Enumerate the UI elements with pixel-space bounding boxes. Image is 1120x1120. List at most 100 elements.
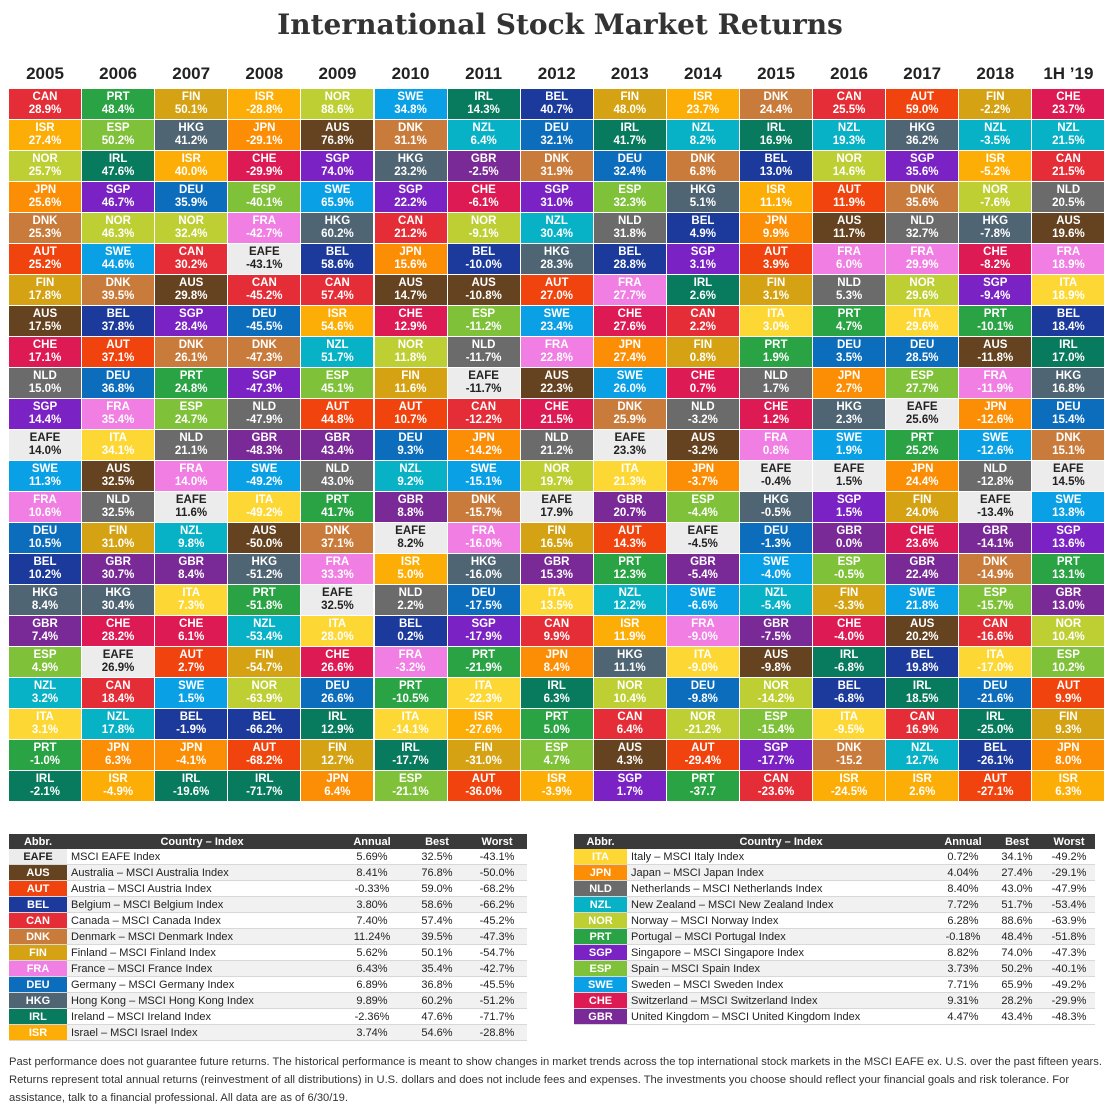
cell-country-code: DNK xyxy=(763,91,789,103)
cell-country-code: DEU xyxy=(544,122,569,134)
cell-return-value: 25.3% xyxy=(28,228,62,240)
cell-return-value: 18.9% xyxy=(1052,290,1085,302)
cell-country-code: GBR xyxy=(251,432,278,444)
return-cell: EAFE -0.4% xyxy=(740,461,812,491)
return-cell: AUT 44.8% xyxy=(301,399,374,429)
cell-country-code: SGP xyxy=(910,153,935,165)
return-cell: NOR 88.6% xyxy=(301,89,374,119)
cell-country-code: ESP xyxy=(325,370,349,382)
cell-return-value: 40.0% xyxy=(174,166,208,178)
return-cell: DEU 28.5% xyxy=(886,337,959,367)
cell-country-code: PRT xyxy=(691,773,715,785)
return-cell: FRA -11.9% xyxy=(959,368,1032,398)
return-cell: HKG 16.8% xyxy=(1032,368,1105,398)
return-cell: NZL 21.5% xyxy=(1032,120,1105,150)
cell-return-value: 32.4% xyxy=(613,166,647,178)
return-cell: DEU -9.8% xyxy=(666,678,739,708)
cell-return-value: 26.9% xyxy=(101,662,135,674)
legend-country: Hong Kong – MSCI Hong Kong Index xyxy=(67,992,337,1009)
cell-country-code: PRT xyxy=(33,742,57,754)
return-cell: SWE 21.8% xyxy=(886,585,959,615)
cell-country-code: NOR xyxy=(1055,618,1082,630)
cell-return-value: 23.4% xyxy=(540,321,573,333)
return-cell: ISR 2.6% xyxy=(886,771,959,801)
legend-best: 48.4% xyxy=(991,928,1043,945)
return-cell: CHE 21.5% xyxy=(520,399,593,429)
cell-country-code: NLD xyxy=(837,277,861,289)
return-cell: FIN 11.6% xyxy=(374,368,447,398)
year-label: 2015 xyxy=(757,64,795,83)
return-cell: NLD 32.7% xyxy=(886,213,959,243)
cell-return-value: 21.5% xyxy=(1052,135,1085,147)
cell-country-code: AUS xyxy=(325,122,350,134)
return-cell: NLD 20.5% xyxy=(1032,182,1105,212)
cell-country-code: NZL xyxy=(33,680,57,692)
cell-country-code: CAN xyxy=(471,401,497,413)
return-cell: FRA 29.9% xyxy=(886,244,959,274)
cell-return-value: -14.2% xyxy=(757,693,795,705)
legend-annual: 7.40% xyxy=(337,912,407,929)
cell-country-code: AUS xyxy=(398,277,423,289)
legend-worst: -43.1% xyxy=(467,849,527,865)
cell-country-code: BEL xyxy=(325,246,349,258)
cell-return-value: 25.2% xyxy=(905,445,939,457)
year-label: 2008 xyxy=(245,64,284,83)
return-cell: AUT 25.2% xyxy=(9,244,81,274)
cell-return-value: 25.5% xyxy=(832,104,866,116)
cell-country-code: FIN xyxy=(547,525,566,537)
return-cell: CHE 0.7% xyxy=(666,368,739,398)
cell-country-code: BEL xyxy=(472,246,496,258)
cell-return-value: 2.7% xyxy=(835,383,863,395)
cell-country-code: DEU xyxy=(471,587,496,599)
return-cell: JPN -4.1% xyxy=(155,740,228,770)
legend-abbr: ISR xyxy=(9,1024,67,1041)
return-cell: EAFE 14.0% xyxy=(9,430,81,460)
year-label: 2013 xyxy=(610,64,649,83)
return-cell: IRL -2.1% xyxy=(9,771,81,801)
return-cell: FRA -16.0% xyxy=(447,523,520,553)
cell-country-code: SGP xyxy=(398,184,423,196)
return-cell: JPN -3.7% xyxy=(666,461,739,491)
return-cell: AUS 22.3% xyxy=(520,368,593,398)
return-cell: FRA 35.4% xyxy=(82,399,155,429)
legend-row: AUS Australia – MSCI Australia Index 8.41%… xyxy=(9,864,527,881)
return-cell: FRA -9.0% xyxy=(666,616,739,646)
cell-country-code: NOR xyxy=(763,680,789,692)
cell-return-value: 50.1% xyxy=(174,104,208,116)
cell-country-code: NLD xyxy=(617,215,642,227)
legend-worst: -47.3% xyxy=(467,928,527,945)
legend-row: ITA Italy – MSCI Italy Index 0.72% 34.1% -49… xyxy=(574,849,1095,865)
cell-country-code: EAFE xyxy=(614,432,646,444)
return-cell: DEU 10.5% xyxy=(9,523,81,553)
cell-country-code: EAFE xyxy=(29,432,61,444)
return-cell: SGP 35.6% xyxy=(886,151,959,181)
legend-best: 51.7% xyxy=(991,896,1043,913)
cell-country-code: CHE xyxy=(252,153,277,165)
cell-country-code: FIN xyxy=(620,91,640,103)
cell-return-value: 17.8% xyxy=(101,724,135,736)
return-cell: GBR 8.8% xyxy=(374,492,447,522)
cell-country-code: IRL xyxy=(1059,339,1078,351)
cell-country-code: ITA xyxy=(986,649,1005,661)
legend-best: 54.6% xyxy=(407,1024,467,1041)
cell-return-value: -17.0% xyxy=(977,662,1014,674)
return-cell: NOR 25.7% xyxy=(9,151,81,181)
return-cell: GBR 13.0% xyxy=(1032,585,1105,615)
cell-return-value: -19.6% xyxy=(172,786,210,798)
return-cell: EAFE 17.9% xyxy=(520,492,593,522)
legend-annual: 6.28% xyxy=(935,912,991,929)
return-cell: PRT 48.4% xyxy=(82,89,155,119)
return-cell: NZL 19.3% xyxy=(813,120,886,150)
return-cell: DEU 3.5% xyxy=(813,337,886,367)
cell-return-value: -4.0% xyxy=(834,631,865,643)
return-cell: ESP 10.2% xyxy=(1032,647,1105,677)
cell-return-value: -27.1% xyxy=(977,786,1014,798)
cell-return-value: -51.8% xyxy=(246,600,283,612)
cell-return-value: 21.2% xyxy=(540,445,573,457)
legend-row: FIN Finland – MSCI Finland Index 5.62% 50.1… xyxy=(9,944,527,961)
cell-return-value: -22.3% xyxy=(465,693,502,705)
cell-country-code: CAN xyxy=(398,215,423,227)
cell-return-value: -9.5% xyxy=(834,724,865,736)
cell-country-code: ISR xyxy=(108,773,128,785)
return-cell: HKG 60.2% xyxy=(301,213,374,243)
